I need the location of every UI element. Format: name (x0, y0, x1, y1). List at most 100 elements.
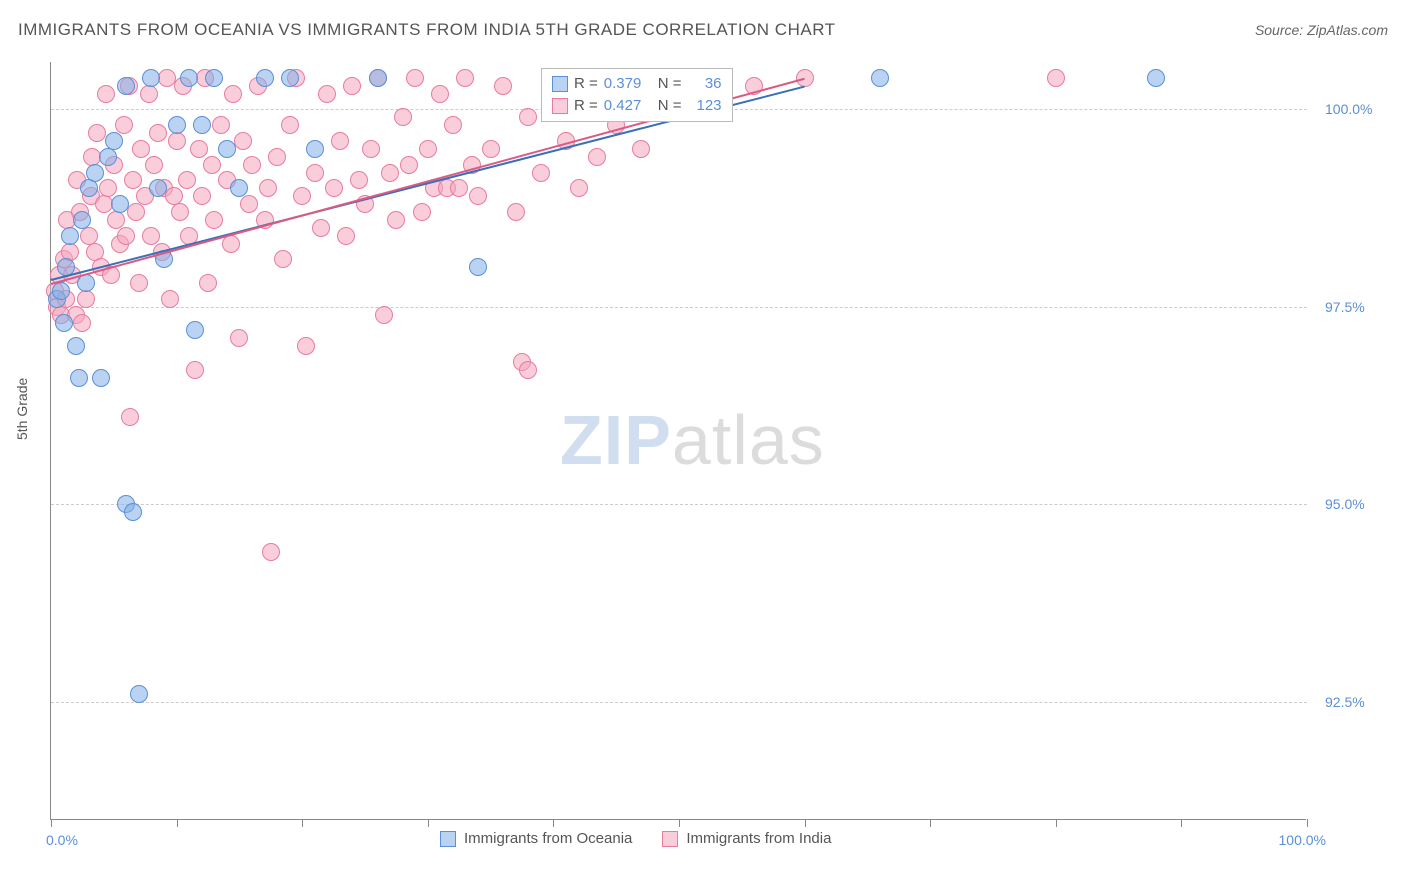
title-row: IMMIGRANTS FROM OCEANIA VS IMMIGRANTS FR… (18, 20, 1388, 40)
x-tick (1307, 819, 1308, 827)
data-point (161, 290, 179, 308)
data-point (400, 156, 418, 174)
data-point (92, 369, 110, 387)
data-point (871, 69, 889, 87)
data-point (73, 314, 91, 332)
data-point (306, 140, 324, 158)
data-point (331, 132, 349, 150)
legend-bottom: Immigrants from Oceania Immigrants from I… (440, 830, 831, 847)
data-point (142, 69, 160, 87)
data-point (203, 156, 221, 174)
legend-top-row: R =0.427N =123 (552, 95, 722, 117)
data-point (281, 116, 299, 134)
data-point (168, 116, 186, 134)
data-point (199, 274, 217, 292)
data-point (52, 282, 70, 300)
data-point (168, 132, 186, 150)
data-point (145, 156, 163, 174)
data-point (312, 219, 330, 237)
data-point (381, 164, 399, 182)
data-point (519, 108, 537, 126)
legend-top-row: R =0.379N =36 (552, 73, 722, 95)
data-point (70, 369, 88, 387)
legend-r-label: R = (574, 73, 598, 95)
data-point (55, 314, 73, 332)
data-point (193, 187, 211, 205)
legend-swatch (662, 831, 678, 847)
data-point (61, 227, 79, 245)
data-point (111, 195, 129, 213)
data-point (130, 685, 148, 703)
data-point (88, 124, 106, 142)
data-point (158, 69, 176, 87)
data-point (205, 69, 223, 87)
legend-label: Immigrants from India (686, 830, 831, 847)
data-point (268, 148, 286, 166)
data-point (218, 140, 236, 158)
data-point (588, 148, 606, 166)
legend-n-value: 123 (688, 95, 722, 117)
data-point (1147, 69, 1165, 87)
data-point (256, 69, 274, 87)
data-point (293, 187, 311, 205)
x-tick (553, 819, 554, 827)
data-point (80, 179, 98, 197)
data-point (95, 195, 113, 213)
data-point (230, 329, 248, 347)
legend-swatch (440, 831, 456, 847)
legend-label: Immigrants from Oceania (464, 830, 632, 847)
y-tick-label: 97.5% (1325, 299, 1365, 315)
data-point (224, 85, 242, 103)
data-point (140, 85, 158, 103)
data-point (127, 203, 145, 221)
data-point (507, 203, 525, 221)
legend-r-label: R = (574, 95, 598, 117)
data-point (124, 503, 142, 521)
data-point (369, 69, 387, 87)
x-min-label: 0.0% (46, 832, 78, 848)
data-point (186, 321, 204, 339)
x-tick (177, 819, 178, 827)
x-max-label: 100.0% (1279, 832, 1326, 848)
data-point (413, 203, 431, 221)
data-point (469, 258, 487, 276)
data-point (362, 140, 380, 158)
data-point (121, 408, 139, 426)
data-point (406, 69, 424, 87)
data-point (343, 77, 361, 95)
x-tick (679, 819, 680, 827)
data-point (240, 195, 258, 213)
legend-bottom-item: Immigrants from India (662, 830, 831, 847)
data-point (632, 140, 650, 158)
x-tick (302, 819, 303, 827)
data-point (469, 187, 487, 205)
data-point (281, 69, 299, 87)
data-point (107, 211, 125, 229)
data-point (171, 203, 189, 221)
y-axis-title: 5th Grade (14, 378, 30, 440)
legend-r-value: 0.427 (604, 95, 652, 117)
data-point (259, 179, 277, 197)
legend-swatch (552, 98, 568, 114)
x-tick (51, 819, 52, 827)
data-point (306, 164, 324, 182)
data-point (1047, 69, 1065, 87)
data-point (431, 85, 449, 103)
data-point (180, 69, 198, 87)
data-point (444, 116, 462, 134)
source-label: Source: ZipAtlas.com (1255, 22, 1388, 38)
data-point (149, 124, 167, 142)
grid-line (51, 504, 1307, 505)
data-point (419, 140, 437, 158)
data-point (193, 116, 211, 134)
data-point (97, 85, 115, 103)
data-point (130, 274, 148, 292)
data-point (190, 140, 208, 158)
data-point (67, 337, 85, 355)
data-point (243, 156, 261, 174)
data-point (387, 211, 405, 229)
y-tick-label: 100.0% (1325, 101, 1372, 117)
x-tick (805, 819, 806, 827)
grid-line (51, 702, 1307, 703)
legend-r-value: 0.379 (604, 73, 652, 95)
